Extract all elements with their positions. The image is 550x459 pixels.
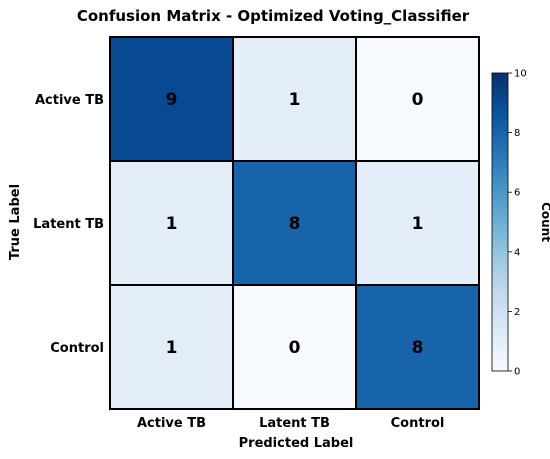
heatmap-cell — [355, 36, 480, 162]
y-tick-labels: Active TB Latent TB Control — [33, 93, 104, 356]
cell-value-label: 0 — [289, 338, 301, 358]
colorbar-tick-label: 0 — [514, 367, 520, 378]
colorbar-tick-label: 6 — [514, 188, 520, 199]
x-tick-label: Control — [391, 416, 445, 431]
heatmap-cell — [109, 36, 234, 162]
cell-value-label: 1 — [412, 214, 424, 234]
cell-value-label: 8 — [289, 214, 301, 234]
heatmap-cell — [355, 284, 480, 410]
y-tick-label: Active TB — [35, 93, 104, 108]
x-tick-labels: Active TB Latent TB Control — [137, 416, 444, 431]
heatmap-cell — [109, 284, 234, 410]
x-tick-label: Active TB — [137, 416, 206, 431]
x-tick-label: Latent TB — [259, 416, 330, 431]
y-axis-label: True Label — [8, 184, 23, 260]
heatmap-cell — [232, 36, 357, 162]
colorbar-tick-label: 2 — [514, 307, 520, 318]
cell-value-label: 1 — [166, 338, 178, 358]
x-axis-label: Predicted Label — [239, 436, 354, 451]
colorbar: 0 2 4 6 8 10 Count — [491, 69, 550, 378]
y-tick-label: Control — [50, 341, 104, 356]
colorbar-label: Count — [539, 202, 550, 242]
colorbar-gradient — [491, 72, 509, 372]
heatmap-cell — [232, 284, 357, 410]
cell-value-label: 8 — [412, 338, 424, 358]
cell-value-label: 0 — [412, 90, 424, 110]
colorbar-tick-label: 4 — [514, 247, 520, 258]
heatmap-cells: 9 1 0 1 8 1 1 0 8 — [109, 36, 480, 410]
chart-title: Confusion Matrix - Optimized Voting_Clas… — [77, 7, 470, 25]
y-tick-label: Latent TB — [33, 217, 104, 232]
heatmap-cell — [355, 160, 480, 286]
cell-value-label: 9 — [166, 90, 178, 110]
colorbar-tick-label: 10 — [514, 69, 527, 80]
cell-value-label: 1 — [166, 214, 178, 234]
colorbar-tick-label: 8 — [514, 128, 520, 139]
cell-value-label: 1 — [289, 90, 301, 110]
